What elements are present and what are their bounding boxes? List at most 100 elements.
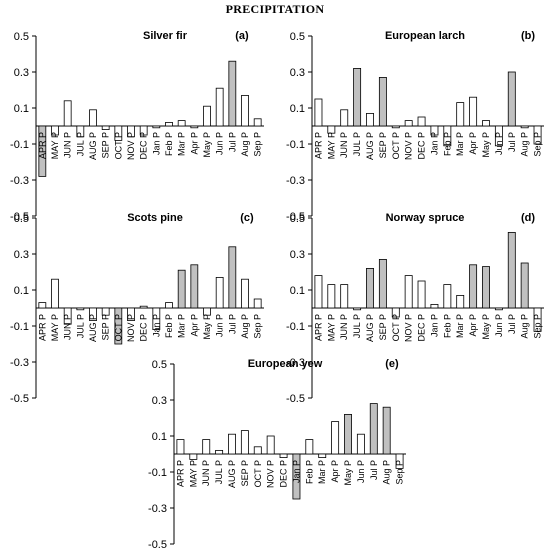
panel-letter: (d)	[521, 212, 535, 224]
x-tick-label: Mar P	[455, 132, 465, 156]
y-tick-label: -0.1	[286, 321, 305, 333]
x-tick-label: Mar P	[317, 460, 327, 484]
bar-mar-p	[177, 120, 186, 127]
y-tick-label: -0.1	[148, 467, 167, 479]
x-tick-label: AUG P	[227, 460, 237, 488]
bar-apr-p	[38, 302, 47, 309]
x-tick-label: Apr P	[330, 460, 340, 483]
bar-jun-p	[215, 276, 224, 309]
x-tick-label: NOV P	[404, 314, 414, 342]
y-tick-label: 0.5	[14, 31, 29, 43]
x-tick-label: Aug P	[520, 314, 530, 339]
bar-jan-p	[292, 453, 301, 500]
bar-nov-p	[266, 435, 275, 455]
x-tick-label: OCT P	[113, 314, 123, 341]
bar-may-p	[482, 266, 490, 309]
y-tick-label: -0.3	[286, 175, 305, 187]
x-tick-label: Aug P	[382, 460, 392, 485]
x-tick-label: Apr P	[468, 132, 478, 155]
bar-may-p	[203, 307, 211, 316]
x-tick-label: AUG P	[365, 132, 375, 160]
y-tick-label: 0.5	[14, 213, 29, 225]
bar-aug-p	[520, 262, 529, 309]
y-tick-label: 0.1	[14, 103, 29, 115]
y-tick-label: -0.3	[10, 357, 29, 369]
x-tick-label: Feb P	[164, 132, 174, 156]
bar-oct-p	[391, 307, 400, 318]
y-tick-label: 0.3	[14, 67, 29, 79]
bar-sep-p	[240, 430, 249, 455]
panel-title: European larch	[385, 30, 465, 42]
x-tick-label: Jan P	[429, 132, 439, 155]
x-tick-label: Jun P	[215, 132, 225, 155]
x-tick-label: SEP P	[101, 314, 111, 340]
bar-apr-p	[190, 125, 199, 129]
x-tick-label: Jul P	[227, 314, 237, 334]
x-tick-label: MAY P	[188, 460, 198, 487]
bar-apr-p	[176, 439, 185, 455]
bar-dec-p	[417, 116, 426, 127]
x-tick-label: Jun P	[356, 460, 366, 483]
bar-aug-p	[89, 109, 97, 127]
bar-feb-p	[443, 284, 452, 309]
x-tick-label: DEC P	[279, 460, 289, 488]
x-tick-label: JUN P	[339, 314, 349, 340]
bar-nov-p	[127, 307, 135, 322]
bar-jun-p	[494, 125, 503, 147]
y-tick-label: 0.1	[14, 285, 29, 297]
bar-mar-p	[177, 269, 186, 309]
bar-may-p	[344, 413, 352, 455]
bar-sep-p	[253, 118, 262, 127]
y-tick-label: 0.5	[152, 359, 167, 371]
x-tick-label: Mar P	[177, 314, 187, 338]
x-tick-label: JUN P	[63, 132, 73, 158]
panel-letter: (c)	[240, 212, 254, 224]
y-tick-label: 0.3	[290, 67, 305, 79]
x-tick-label: Feb P	[164, 314, 174, 338]
x-tick-label: SEP P	[378, 132, 388, 158]
x-tick-label: Jan P	[429, 314, 439, 337]
chart-panel-e: 0.5 0.3 0.1 -0.1 -0.3 -0.5 APR P MAY P JUN P JUL …	[148, 358, 406, 548]
x-tick-label: NOV P	[126, 132, 136, 160]
x-tick-label: NOV P	[266, 460, 276, 488]
x-tick-label: AUG P	[365, 314, 375, 342]
x-tick-label: JUL P	[214, 460, 224, 484]
x-tick-label: JUL P	[352, 314, 362, 338]
x-tick-label: May P	[343, 460, 353, 486]
x-tick-label: May P	[481, 132, 491, 158]
x-tick-label: MAY P	[326, 314, 336, 341]
x-tick-label: AUG P	[88, 314, 98, 342]
panel-letter: (a)	[235, 30, 249, 42]
x-tick-label: APR P	[313, 132, 323, 159]
x-tick-label: MAY P	[50, 314, 60, 341]
bar-aug-p	[241, 278, 249, 309]
bar-jul-p	[507, 231, 516, 309]
bar-jun-p	[494, 307, 503, 311]
panel-letter: (b)	[521, 30, 535, 42]
bar-oct-p	[114, 125, 123, 141]
y-tick-label: -0.1	[10, 321, 29, 333]
y-tick-label: 0.5	[290, 31, 305, 43]
bar-nov-p	[404, 275, 413, 309]
bar-aug-p	[89, 307, 97, 322]
bar-aug-p	[366, 113, 374, 127]
x-tick-label: Apr P	[189, 132, 199, 155]
y-tick-label: -0.3	[10, 175, 29, 187]
x-tick-label: JUL P	[75, 314, 85, 338]
panel-title: European yew	[248, 358, 323, 370]
x-tick-label: May P	[202, 314, 212, 340]
bar-sep-p	[378, 77, 387, 127]
y-tick-label: -0.5	[148, 539, 167, 548]
bar-sep-p	[101, 307, 110, 316]
x-tick-label: NOV P	[404, 132, 414, 160]
x-tick-label: Mar P	[455, 314, 465, 338]
bar-feb-p	[165, 302, 173, 309]
y-tick-label: -0.5	[10, 393, 29, 405]
bar-apr-p	[314, 98, 323, 127]
bar-mar-p	[456, 294, 465, 309]
y-tick-label: -0.1	[10, 139, 29, 151]
bar-sep-p	[533, 125, 542, 145]
bar-aug-p	[241, 95, 249, 127]
bar-may-p	[51, 278, 59, 309]
x-tick-label: DEC P	[417, 132, 427, 160]
